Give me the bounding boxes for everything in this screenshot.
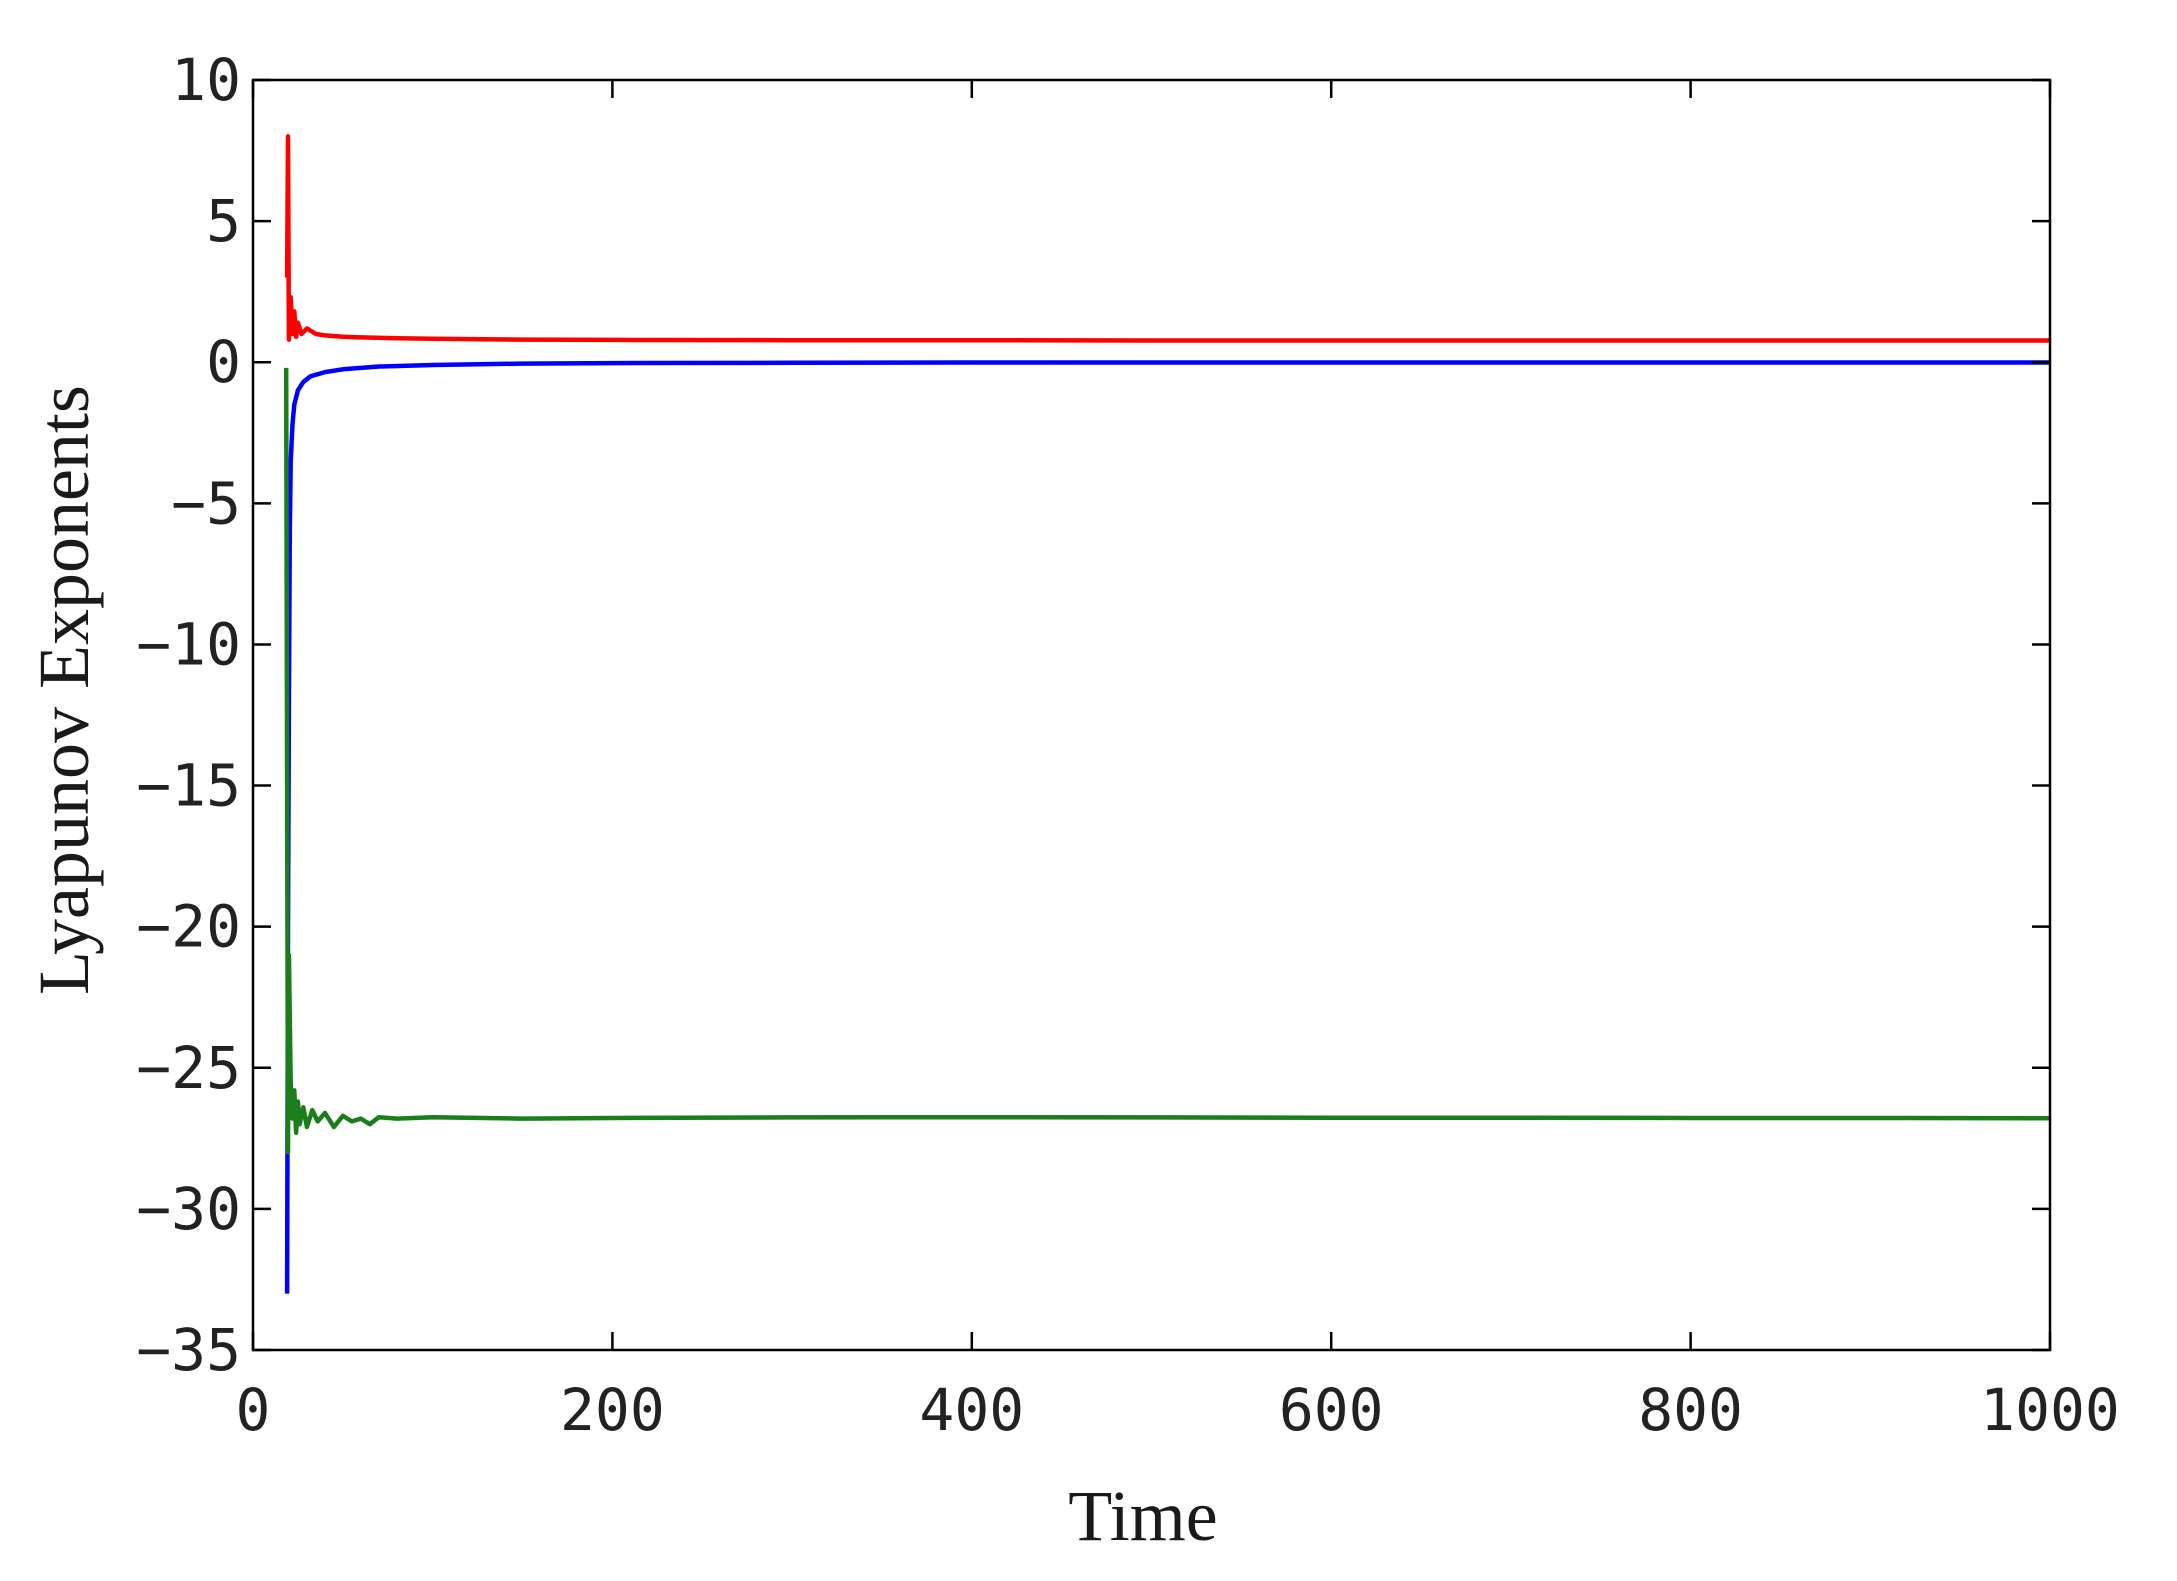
x-tick-labels: 0 200 400 600 800 1000 [236, 1376, 2120, 1444]
plot-frame [251, 78, 2052, 1352]
plot-area [251, 78, 2052, 1352]
y-tick-label: 5 [206, 187, 241, 255]
x-tick-label: 1000 [1980, 1376, 2120, 1444]
x-axis-title: Time [1068, 1476, 1217, 1556]
y-tick-label: −20 [136, 893, 241, 961]
y-axis-title: Lyapunov Exponents [24, 385, 104, 995]
tick-marks [251, 78, 2052, 1352]
x-tick-label: 800 [1638, 1376, 1743, 1444]
y-tick-label: −25 [136, 1034, 241, 1102]
y-tick-label: −10 [136, 610, 241, 678]
y-tick-label: 10 [171, 46, 241, 114]
series-line-2 [284, 360, 2050, 1294]
series-layer [283, 134, 2051, 1294]
y-tick-labels: 10 5 0 −5 −10 −15 −20 −25 −30 −35 [136, 46, 241, 1384]
y-tick-label: −35 [136, 1316, 241, 1384]
x-tick-label: 600 [1279, 1376, 1384, 1444]
y-tick-label: −15 [136, 752, 241, 820]
series-line-1 [284, 134, 2050, 343]
series-line-3 [283, 367, 2051, 1155]
x-tick-label: 0 [236, 1376, 271, 1444]
x-tick-label: 400 [919, 1376, 1024, 1444]
y-tick-label: −5 [171, 469, 241, 537]
y-tick-label: −30 [136, 1175, 241, 1243]
y-tick-label: 0 [206, 328, 241, 396]
x-tick-label: 200 [560, 1376, 665, 1444]
